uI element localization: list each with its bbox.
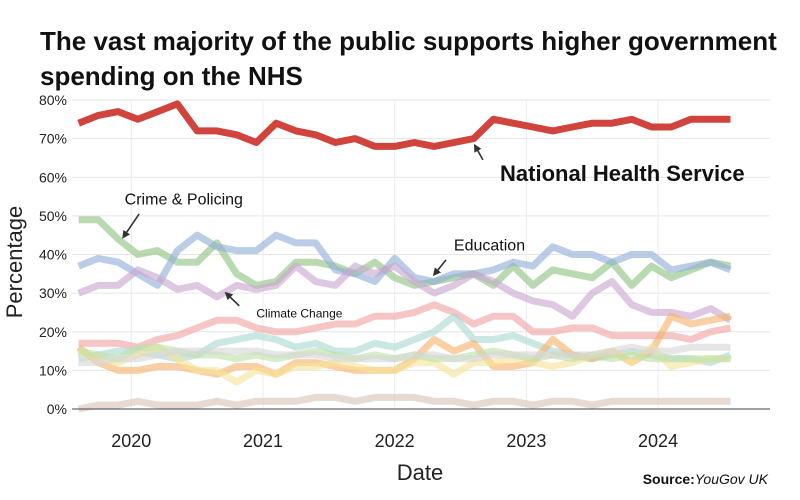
chart-title: The vast majority of the public supports…	[40, 26, 777, 91]
x-tick-label: 2022	[375, 431, 415, 451]
x-tick-label: 2023	[506, 431, 546, 451]
annotation-label: Crime & Policing	[125, 191, 243, 208]
series-line-unlabeled-10	[77, 393, 731, 413]
series-line-crime-policing	[78, 216, 732, 289]
annotation-arrow	[122, 213, 140, 239]
series-lines	[76, 100, 733, 413]
y-tick-label: 40%	[39, 247, 67, 263]
y-tick-label: 60%	[39, 169, 67, 185]
annotation-arrow	[432, 259, 447, 277]
axes: 0% 10% 20% 30% 40% 50% 60% 70% 80% 2020 2021 2022 20…	[2, 92, 770, 485]
annotations: National Health Service Crime & Policing E…	[122, 143, 745, 320]
source-value: YouGov UK	[694, 471, 768, 487]
annotation-label: Education	[454, 238, 525, 255]
series-line-unlabeled-4	[78, 301, 732, 351]
series-line-climate-change	[77, 262, 733, 324]
x-tick-label: 2024	[638, 431, 678, 451]
y-tick-label: 80%	[39, 92, 67, 108]
source-note: Source:YouGov UK	[643, 471, 768, 487]
series-line-unlabeled-9	[78, 343, 731, 367]
annotation-label: National Health Service	[500, 161, 745, 186]
y-axis-label: Percentage	[2, 206, 27, 319]
series-line-national-health-service	[77, 100, 731, 150]
x-tick-label: 2020	[111, 431, 151, 451]
annotation-arrow	[224, 291, 240, 307]
source-label: Source:	[642, 471, 695, 487]
series-line-education	[77, 231, 732, 289]
annotation-arrow	[474, 143, 484, 161]
y-tick-label: 50%	[39, 208, 67, 224]
y-tick-label: 30%	[39, 285, 67, 301]
x-tick-label: 2021	[243, 431, 283, 451]
y-tick-label: 70%	[39, 131, 67, 147]
annotation-label: Climate Change	[256, 306, 342, 320]
x-axis-label: Date	[397, 460, 443, 485]
y-tick-label: 20%	[39, 324, 67, 340]
y-tick-label: 0%	[47, 401, 67, 417]
y-tick-label: 10%	[39, 362, 67, 378]
